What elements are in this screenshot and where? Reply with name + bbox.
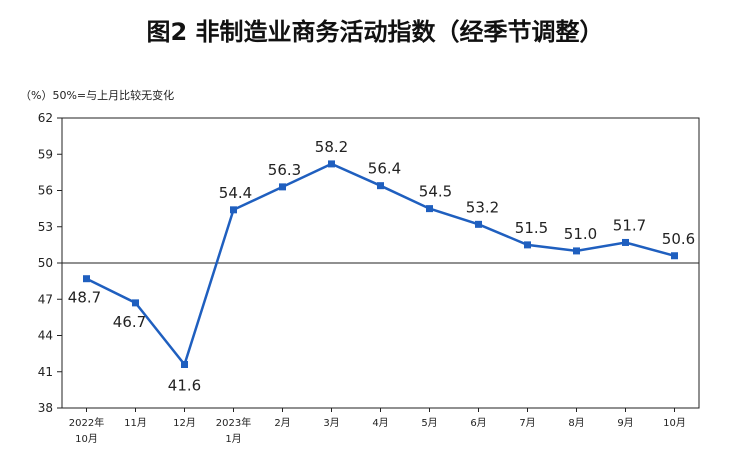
y-tick-label: 59: [38, 147, 53, 161]
x-tick-label: 11月: [124, 417, 147, 429]
data-label: 51.0: [564, 225, 597, 243]
y-tick-label: 44: [38, 329, 53, 343]
data-label: 51.7: [613, 216, 646, 234]
x-axis: 2022年 10月 11月 12月 2023年 1月 2月 3月 4月 5月 6月 7月 8月 9月 10月: [69, 408, 686, 445]
data-labels: 48.7 46.7 41.6 54.4 56.3 58.2 56.4 54.5 53.2 51.5…: [68, 138, 695, 395]
data-point: [328, 160, 335, 168]
data-label: 41.6: [168, 377, 201, 395]
data-point: [426, 205, 433, 213]
x-tick-label: 10月: [663, 417, 686, 429]
data-point: [524, 241, 531, 249]
x-tick-label: 2022年: [69, 416, 104, 429]
data-point: [475, 220, 482, 228]
x-tick-label: 3月: [323, 417, 339, 429]
x-tick-label: 2月: [274, 417, 290, 429]
data-label: 50.6: [662, 230, 695, 248]
x-tick-label: 5月: [421, 417, 437, 429]
data-label: 51.5: [515, 219, 548, 237]
x-tick-label: 4月: [372, 417, 388, 429]
data-point: [573, 247, 580, 255]
y-tick-label: 50: [38, 256, 53, 270]
x-tick-label: 1月: [225, 433, 241, 445]
data-point: [622, 238, 629, 246]
data-point: [671, 252, 678, 260]
series-markers: [83, 160, 678, 368]
data-point: [279, 183, 286, 191]
x-tick-label: 9月: [617, 417, 633, 429]
y-tick-label: 56: [38, 184, 53, 198]
data-point: [377, 182, 384, 190]
x-tick-label: 7月: [519, 417, 535, 429]
unit-note: （%）50%=与上月比较无变化: [20, 89, 175, 102]
y-tick-label: 53: [38, 220, 53, 234]
data-label: 56.3: [268, 161, 301, 179]
data-label: 48.7: [68, 289, 101, 307]
data-label: 53.2: [466, 198, 499, 216]
chart-title: 图2 非制造业商务活动指数（经季节调整）: [146, 18, 604, 46]
x-tick-label: 8月: [568, 417, 584, 429]
y-tick-label: 38: [38, 401, 53, 415]
x-tick-label: 12月: [173, 417, 196, 429]
data-label: 56.4: [368, 160, 401, 178]
data-label: 54.5: [419, 183, 452, 201]
data-label: 54.4: [219, 184, 252, 202]
data-point: [83, 275, 90, 283]
data-point: [132, 299, 139, 307]
data-label: 58.2: [315, 138, 348, 156]
x-tick-label: 6月: [470, 417, 486, 429]
x-tick-label: 10月: [75, 433, 98, 445]
y-tick-label: 41: [38, 365, 53, 379]
data-point: [230, 206, 237, 214]
data-point: [181, 361, 188, 368]
y-tick-label: 47: [38, 292, 53, 306]
data-label: 46.7: [113, 313, 146, 331]
y-tick-label: 62: [38, 111, 53, 125]
x-tick-label: 2023年: [216, 416, 251, 429]
series-line: [85, 162, 675, 368]
y-axis: 38 41 44 47 50 53 56 59 62: [38, 111, 62, 415]
